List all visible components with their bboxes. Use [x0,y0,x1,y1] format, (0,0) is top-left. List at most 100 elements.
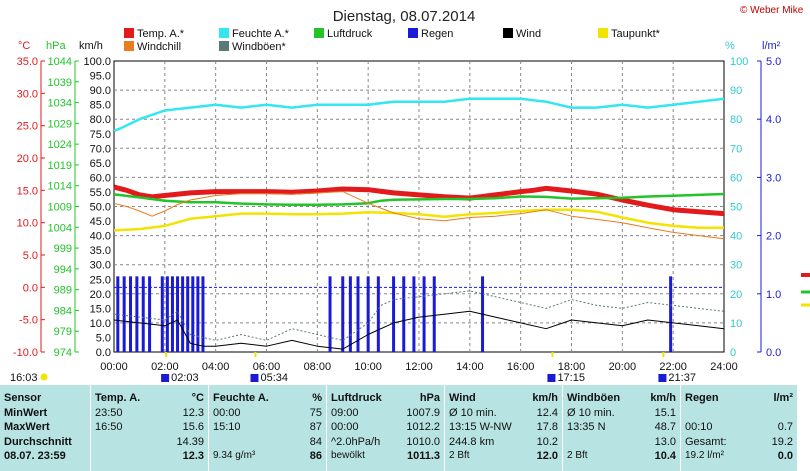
legend-swatch-5 [598,28,608,38]
wind-tick-label: 75.0 [90,129,111,141]
wind-tick-label: 20.0 [90,289,111,301]
time-tick-label: 12:00 [405,361,433,373]
series-line-5 [113,290,725,341]
stats-pressure: Luftdruck hPa 09:00 1007.9 00:00 1012.2 ^2.0hP… [326,385,444,471]
stats-wind-value: 17.8 [536,421,558,433]
axis-ticks: 35.0 30.0 25.0 20.0 15.0 10.0 5.0 0.0 -5.0 -10.0 1… [13,56,781,373]
temp-tick-label: 35.0 [17,56,38,68]
pressure-tick-label: 1024 [48,139,72,151]
stats-temp-value: 12.3 [182,406,204,419]
series-line-3 [113,208,724,232]
stats-temp-row: 12.3 [95,449,204,464]
wind-tick-label: 55.0 [90,187,111,199]
stats-humidity-row: 15:10 87 [213,420,322,435]
stats-wind-value: 12.4 [536,406,558,419]
chart-title: Dienstag, 08.07.2014 [333,8,476,25]
wind-tick-label: 70.0 [90,143,111,155]
legend-swatch-2 [314,28,324,38]
stats-wind-label: Ø 10 min. [449,406,497,419]
temp-tick-label: 15.0 [17,185,38,197]
pressure-axis-unit: hPa [46,40,66,52]
stats-wind-label: 244.8 km [449,435,495,448]
stats-pressure-value: 1012.2 [406,421,440,433]
pressure-tick-label: 999 [54,243,72,255]
rain-bar [432,276,436,352]
sun-marker-icon [161,374,170,382]
stats-sensor-label: MaxWert [4,421,50,433]
wind-tick-label: 0.0 [96,347,111,359]
wind-tick-label: 90.0 [90,85,111,97]
rain-bar [191,276,195,352]
rain-bar [148,276,152,352]
stats-rain-label: 19.2 l/m² [685,450,724,461]
rain-tick-label: 2.0 [766,231,781,243]
time-tick-label: 00:00 [100,361,128,373]
stats-gust-row: 13:35 N 48.7 [567,420,676,435]
time-tick-label: 06:00 [253,361,281,373]
stats-gust-label: 13:35 N [567,421,606,433]
rain-bar [160,276,164,352]
sun-marker-time: 02:03 [171,372,199,384]
stats-sensor-header: Sensor [4,385,86,406]
rain-bar [196,276,200,352]
pressure-tick-label: 979 [54,326,72,338]
stats-pressure-row: ^2.0hPa/h 1010.0 [331,435,440,450]
time-tick-label: 20:00 [609,361,637,373]
legend-label-3: Regen [421,28,453,40]
pressure-tick-label: 1014 [48,181,72,193]
pressure-tick-label: 1029 [48,118,72,130]
humidity-axis-unit: % [725,40,735,52]
wind-tick-label: 65.0 [90,158,111,170]
pressure-tick-label: 1039 [48,77,72,89]
rain-bar [402,276,406,352]
stats-temp-header: Temp. A. °C [95,385,204,406]
wind-tick-label: 40.0 [90,231,111,243]
stats-temp-value: 15.6 [182,421,204,433]
legend-swatch-1 [219,28,229,38]
stats-pressure-unit: hPa [419,392,440,404]
time-tick-label: 18:00 [558,361,586,373]
rain-bar [129,276,133,352]
stats-pressure-label: 00:00 [331,421,359,433]
rain-bar [356,276,360,352]
stats-humidity-label: 00:00 [213,406,241,419]
rain-bar [116,276,120,352]
stats-wind: Wind km/h Ø 10 min. 12.4 13:15 W-NW 17.8 244.8… [444,385,562,471]
pressure-tick-label: 989 [54,285,72,297]
legend-label-1: Feuchte A.* [232,28,290,40]
legend-label-6: Windchill [137,41,181,53]
stats-temp-label: 16:50 [95,421,123,433]
rain-bar [176,276,180,352]
wind-tick-label: 35.0 [90,245,111,257]
humidity-tick-label: 30 [730,260,742,272]
pressure-tick-label: 1044 [48,56,72,68]
stats-wind-row: 13:15 W-NW 17.8 [449,420,558,435]
wind-tick-label: 45.0 [90,216,111,228]
stats-temp-row: 14.39 [95,435,204,450]
stats-temp-label: 23:50 [95,406,123,419]
series-lines [113,97,725,352]
right-edge-legend-stubs [801,273,810,307]
time-tick-label: 10:00 [354,361,382,373]
stats-humidity-label: 15:10 [213,421,241,433]
stats-gust-row: Ø 10 min. 15.1 [567,406,676,421]
stats-gust-header: Windböen km/h [567,385,676,406]
time-tick-label: 04:00 [202,361,230,373]
stats-wind-header: Wind km/h [449,385,558,406]
stats-humidity-label: 9.34 g/m³ [213,450,256,461]
stats-pressure-value: 1010.0 [406,435,440,448]
stats-rain-value: 0.0 [777,450,793,462]
wind-tick-label: 10.0 [90,318,111,330]
stats-sensor-title: Sensor [4,392,42,404]
stats-wind-row: 2 Bft 12.0 [449,449,558,464]
wind-tick-label: 60.0 [90,172,111,184]
stats-wind-value: 12.0 [536,450,558,462]
stats-humidity-row: 00:00 75 [213,406,322,421]
legend-label-7: Windböen* [232,41,287,53]
stats-sensor-label: MinWert [4,406,48,419]
stats-sensor-label: Durchschnitt [4,435,72,448]
stats-gust-unit: km/h [650,392,676,404]
stats-gust-label: 2 Bft [567,450,588,461]
stats-temp: Temp. A. °C 23:50 12.3 16:50 15.6 14.39 12.3 [90,385,208,471]
pressure-tick-label: 994 [54,264,72,276]
